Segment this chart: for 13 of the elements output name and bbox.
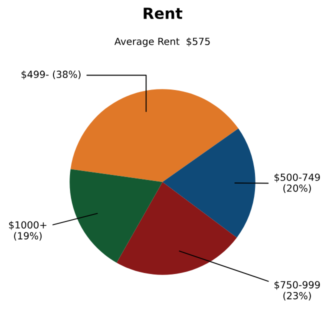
slice-label: $1000+ bbox=[9, 221, 46, 230]
chart-subtitle: Average Rent $575 bbox=[114, 38, 210, 47]
chart-title: Rent bbox=[144, 8, 182, 20]
slice-label: $499- (38%) bbox=[22, 70, 81, 80]
data-label: (20%) bbox=[283, 184, 311, 193]
slice-label: $750-999 bbox=[274, 280, 320, 290]
slice-label: $500-749 bbox=[274, 173, 320, 182]
pie-slice bbox=[70, 169, 162, 263]
pie-slice bbox=[162, 128, 256, 238]
pie-slice bbox=[70, 89, 238, 182]
data-label: (19%) bbox=[14, 232, 42, 241]
data-label: (23%) bbox=[283, 292, 311, 300]
pie-slice bbox=[116, 182, 237, 275]
